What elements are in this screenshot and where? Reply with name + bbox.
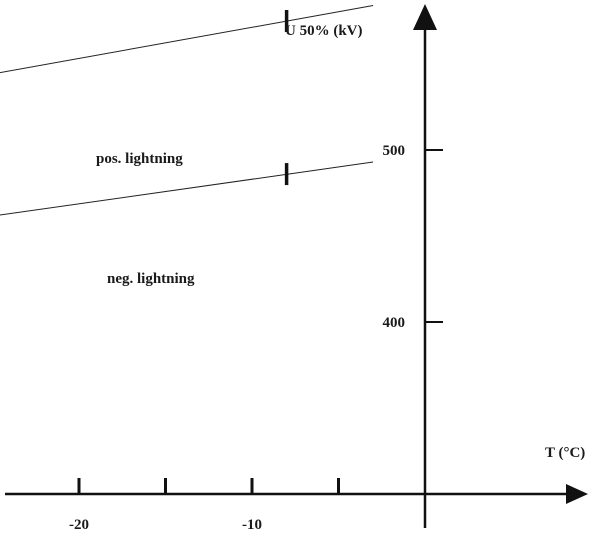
- series-label-neg-lightning: neg. lightning: [107, 271, 195, 287]
- x-axis-arrowhead: [566, 484, 588, 504]
- y-tick-label: 400: [383, 315, 406, 331]
- x-tick-label: -10: [242, 517, 262, 533]
- series-lines: [0, 5, 374, 216]
- y-axis-title: U 50% (kV): [285, 23, 363, 39]
- series-markers: [284, 10, 289, 186]
- y-axis-arrowhead: [413, 4, 437, 30]
- series-line-neg-lightning: [0, 161, 374, 216]
- axes: [5, 4, 588, 528]
- y-tick-label: 500: [383, 143, 406, 159]
- series-line-pos-lightning: [0, 5, 374, 74]
- series-label-pos-lightning: pos. lightning: [96, 151, 183, 167]
- x-axis-title: T (°C): [545, 445, 585, 461]
- x-tick-label: -20: [69, 517, 89, 533]
